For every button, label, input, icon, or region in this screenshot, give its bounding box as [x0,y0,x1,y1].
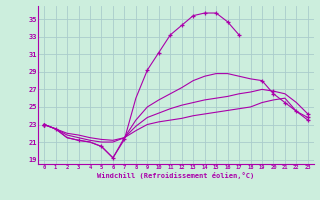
X-axis label: Windchill (Refroidissement éolien,°C): Windchill (Refroidissement éolien,°C) [97,172,255,179]
